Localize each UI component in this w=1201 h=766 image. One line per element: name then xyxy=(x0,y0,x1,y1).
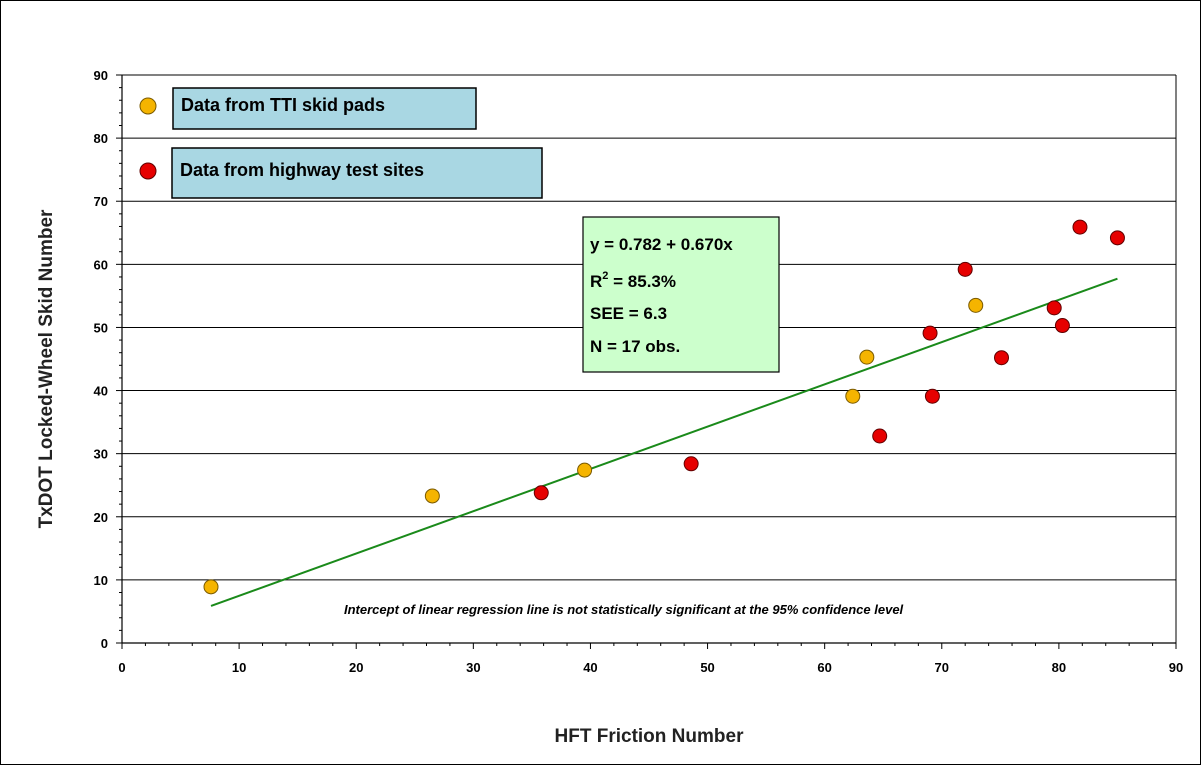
data-point-highway xyxy=(683,456,699,472)
data-point-tti xyxy=(424,488,440,504)
y-tick-label: 30 xyxy=(94,447,108,462)
x-tick-label: 60 xyxy=(817,660,831,675)
legend-label-highway: Data from highway test sites xyxy=(180,160,424,180)
y-tick-label: 0 xyxy=(101,636,108,651)
x-tick-label: 70 xyxy=(935,660,949,675)
r-squared: R2 = 85.3% xyxy=(590,270,676,291)
data-point-tti xyxy=(577,462,593,478)
r-squared-prefix: R xyxy=(590,272,602,291)
y-axis-title: TxDOT Locked-Wheel Skid Number xyxy=(36,209,57,528)
y-tick-label: 10 xyxy=(94,573,108,588)
y-tick-label: 20 xyxy=(94,510,108,525)
r-squared-value: = 85.3% xyxy=(608,272,676,291)
legend-box-tti xyxy=(172,87,477,130)
legend-label-tti: Data from TTI skid pads xyxy=(181,95,385,115)
intercept-note: Intercept of linear regression line is n… xyxy=(344,602,904,617)
data-point-highway xyxy=(924,388,940,404)
y-tick-label: 80 xyxy=(94,131,108,146)
data-point-highway xyxy=(872,428,888,444)
x-tick-label: 0 xyxy=(118,660,125,675)
x-tick-label: 90 xyxy=(1169,660,1183,675)
data-point-highway xyxy=(957,261,973,277)
x-tick-label: 50 xyxy=(700,660,714,675)
x-tick-labels: 0 10 20 30 40 50 60 70 80 90 xyxy=(118,660,1183,675)
legend-box-highway xyxy=(171,147,543,199)
data-point-highway xyxy=(1054,318,1070,334)
x-axis-title: HFT Friction Number xyxy=(555,726,745,747)
r-squared-superscript: 2 xyxy=(602,270,608,282)
data-point-highway xyxy=(1072,219,1088,235)
x-tick-label: 20 xyxy=(349,660,363,675)
regression-stats-box: y = 0.782 + 0.670x R2 = 85.3% SEE = 6.3 … xyxy=(582,216,780,373)
y-tick-label: 90 xyxy=(94,68,108,83)
data-point-tti xyxy=(968,297,984,313)
data-point-highway xyxy=(533,485,549,501)
y-tick-label: 40 xyxy=(94,384,108,399)
x-tick-label: 10 xyxy=(232,660,246,675)
x-tick-label: 80 xyxy=(1052,660,1066,675)
data-points xyxy=(203,219,1125,595)
data-point-highway xyxy=(1046,300,1062,316)
legend-item-highway: Data from highway test sites xyxy=(139,147,543,199)
data-point-highway xyxy=(1109,230,1125,246)
observation-count: N = 17 obs. xyxy=(590,337,680,356)
data-point-tti xyxy=(845,388,861,404)
legend-marker-tti xyxy=(139,97,157,115)
legend-item-tti: Data from TTI skid pads xyxy=(139,87,477,130)
stats-box-background xyxy=(582,216,780,373)
data-point-tti xyxy=(203,579,219,595)
data-point-highway xyxy=(922,325,938,341)
data-point-tti xyxy=(859,349,875,365)
x-tick-label: 30 xyxy=(466,660,480,675)
data-point-highway xyxy=(994,350,1010,366)
regression-line-group xyxy=(210,277,1118,607)
standard-error: SEE = 6.3 xyxy=(590,304,667,323)
regression-equation: y = 0.782 + 0.670x xyxy=(590,235,733,254)
x-tick-label: 40 xyxy=(583,660,597,675)
y-tick-label: 60 xyxy=(94,257,108,272)
legend-marker-highway xyxy=(139,162,157,180)
y-tick-label: 70 xyxy=(94,194,108,209)
y-tick-label: 50 xyxy=(94,320,108,335)
axes xyxy=(116,74,1177,649)
y-tick-labels: 0 10 20 30 40 50 60 70 80 90 xyxy=(94,68,108,651)
regression-line xyxy=(210,277,1118,607)
